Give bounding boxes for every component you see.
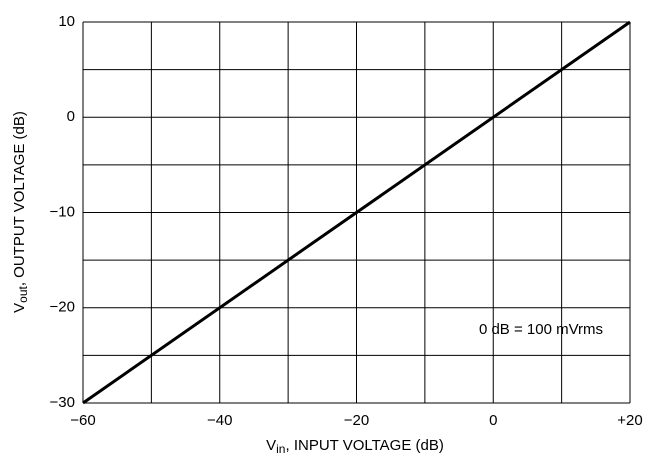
x-tick-label: −20 xyxy=(344,412,369,429)
y-axis-label: Vout, OUTPUT VOLTAGE (dB) xyxy=(11,111,30,313)
y-tick-label: −10 xyxy=(50,203,75,220)
y-tick-label: 0 xyxy=(67,108,75,125)
annotation: 0 dB = 100 mVrms xyxy=(479,321,603,338)
y-tick-label: 10 xyxy=(58,13,75,30)
x-axis-label: Vin, INPUT VOLTAGE (dB) xyxy=(266,437,444,456)
x-tick-label: −60 xyxy=(70,412,95,429)
y-label-sub: out xyxy=(16,286,30,303)
y-label-main: V xyxy=(11,303,28,313)
x-tick-label: −40 xyxy=(207,412,232,429)
line xyxy=(82,20,631,405)
x-label-main: V xyxy=(266,437,276,454)
y-tick-label: −30 xyxy=(50,394,75,411)
x-label-sub: in xyxy=(276,442,285,456)
y-label-rest: , OUTPUT VOLTAGE (dB) xyxy=(11,111,28,286)
y-tick-label: −20 xyxy=(50,299,75,316)
x-tick-label: +20 xyxy=(617,412,642,429)
x-label-rest: , INPUT VOLTAGE (dB) xyxy=(285,437,443,454)
x-tick-label: 0 xyxy=(489,412,497,429)
